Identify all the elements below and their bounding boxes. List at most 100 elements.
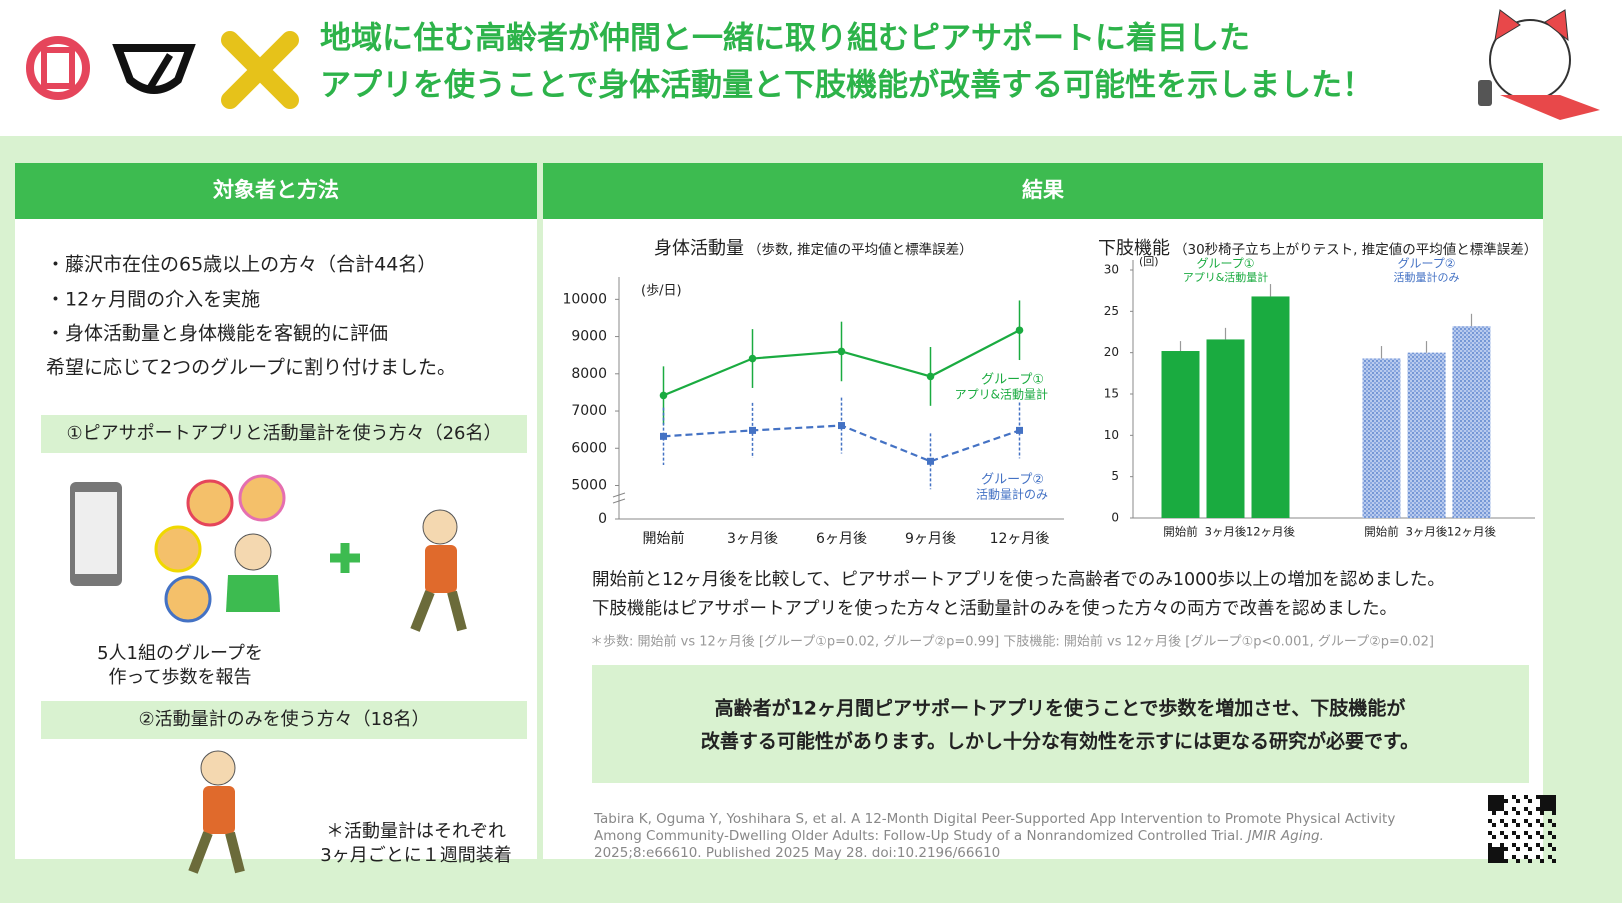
marker bbox=[1015, 326, 1024, 335]
qr-cell bbox=[1512, 819, 1516, 823]
qr-cell bbox=[1528, 799, 1532, 803]
methods-heading: 対象者と方法 bbox=[213, 178, 339, 202]
qr-cell bbox=[1500, 859, 1504, 863]
qr-cell bbox=[1488, 799, 1492, 803]
qr-cell bbox=[1492, 799, 1496, 803]
qr-cell bbox=[1516, 811, 1520, 815]
qr-cell bbox=[1492, 807, 1496, 811]
qr-cell bbox=[1536, 831, 1540, 835]
qr-cell bbox=[1536, 855, 1540, 859]
y-tick-label: 10 bbox=[1104, 428, 1119, 442]
qr-cell bbox=[1496, 855, 1500, 859]
qr-cell bbox=[1524, 855, 1528, 859]
group1-note: 5人1組のグループを bbox=[97, 643, 263, 664]
y-tick-label: 7000 bbox=[571, 403, 607, 419]
qr-cell bbox=[1504, 835, 1508, 839]
marker bbox=[1016, 426, 1023, 434]
conclusion-box bbox=[592, 665, 1529, 783]
group1-label: ①ピアサポートアプリと活動量計を使う方々（26名） bbox=[66, 423, 501, 444]
qr-cell bbox=[1504, 823, 1508, 827]
qr-cell bbox=[1524, 795, 1528, 799]
qr-cell bbox=[1544, 795, 1548, 799]
qr-cell bbox=[1488, 843, 1492, 847]
marker bbox=[838, 422, 845, 430]
results-heading-bar bbox=[543, 163, 1543, 219]
y-axis-label: (回) bbox=[1139, 255, 1159, 268]
qr-cell bbox=[1536, 807, 1540, 811]
qr-cell bbox=[1524, 843, 1528, 847]
qr-cell bbox=[1540, 803, 1544, 807]
mascot bbox=[1478, 9, 1600, 120]
qr-cell bbox=[1552, 835, 1556, 839]
legend-name: グループ② bbox=[1397, 257, 1455, 271]
qr-cell bbox=[1500, 795, 1504, 799]
x-tick-label: 12ヶ月後 bbox=[990, 531, 1050, 547]
qr-cell bbox=[1496, 851, 1500, 855]
bullet: ・身体活動量と身体機能を客観的に評価 bbox=[46, 323, 388, 345]
marker bbox=[660, 432, 667, 440]
footnote: ＊歩数: 開始前 vs 12ヶ月後 [グループ①p=0.02, グループ②p=0… bbox=[590, 634, 1434, 650]
assignment: 希望に応じて2つのグループに割り付けました。 bbox=[46, 357, 456, 379]
qr-cell bbox=[1516, 799, 1520, 803]
qr-cell bbox=[1516, 835, 1520, 839]
qr-cell bbox=[1552, 847, 1556, 851]
qr-cell bbox=[1552, 803, 1556, 807]
y-tick-label: 5 bbox=[1111, 469, 1119, 483]
qr-cell bbox=[1500, 831, 1504, 835]
y-tick-label: 9000 bbox=[571, 329, 607, 345]
qr-cell bbox=[1512, 855, 1516, 859]
y-tick-label: 0 bbox=[1111, 511, 1119, 525]
qr-cell bbox=[1492, 855, 1496, 859]
chart-title: 身体活動量 bbox=[654, 238, 744, 259]
qr-cell bbox=[1548, 799, 1552, 803]
x-tick-label: 開始前 bbox=[1364, 525, 1399, 539]
conclusion: 改善する可能性があります。しかし十分な有効性を示すには更なる研究が必要です。 bbox=[701, 730, 1419, 753]
group2-note: 3ヶ月ごとに１週間装着 bbox=[320, 845, 511, 866]
qr-cell bbox=[1540, 847, 1544, 851]
y-tick-label: 6000 bbox=[571, 440, 607, 456]
marker bbox=[749, 426, 756, 434]
qr-cell bbox=[1540, 795, 1544, 799]
qr-cell bbox=[1500, 803, 1504, 807]
qr-cell bbox=[1544, 803, 1548, 807]
charts: 身体活動量 （歩数, 推定値の平均値と標準誤差） (歩/日) 0 5000 6000 700… bbox=[562, 238, 1537, 547]
qr-cell bbox=[1540, 859, 1544, 863]
bar bbox=[1407, 352, 1446, 518]
legend-name: グループ① bbox=[981, 373, 1044, 388]
marker bbox=[837, 347, 846, 356]
citation-journal: JMIR Aging. bbox=[1245, 828, 1324, 844]
qr-cell bbox=[1500, 799, 1504, 803]
qr-cell bbox=[1536, 795, 1540, 799]
qr-cell bbox=[1516, 859, 1520, 863]
qr-cell bbox=[1504, 847, 1508, 851]
group2-note: ＊活動量計はそれぞれ bbox=[326, 821, 506, 842]
qr-cell bbox=[1492, 811, 1496, 815]
title-line: アプリを使うことで身体活動量と下肢機能が改善する可能性を示しました！ bbox=[320, 68, 1373, 104]
axis-break bbox=[612, 492, 626, 504]
finding: 下肢機能はピアサポートアプリを使った方々と活動量計のみを使った方々の両方で改善を… bbox=[592, 598, 1397, 619]
citation: Tabira K, Oguma Y, Yoshihara S, et al. A… bbox=[593, 811, 1395, 827]
qr-cell bbox=[1552, 807, 1556, 811]
qr-cell bbox=[1536, 843, 1540, 847]
citation: Among Community-Dwelling Older Adults: F… bbox=[594, 828, 1324, 844]
x-tick-label: 12ヶ月後 bbox=[1447, 525, 1497, 539]
bullet: ・12ヶ月間の介入を実施 bbox=[46, 289, 260, 311]
qr-cell bbox=[1548, 795, 1552, 799]
title-line: 地域に住む高齢者が仲間と一緒に取り組むピアサポートに着目した bbox=[320, 21, 1250, 57]
qr-cell bbox=[1496, 847, 1500, 851]
marker bbox=[748, 354, 757, 363]
bar bbox=[1251, 296, 1290, 518]
qr-cell bbox=[1512, 795, 1516, 799]
qr-cell bbox=[1516, 823, 1520, 827]
qr-cell bbox=[1524, 819, 1528, 823]
x-tick-label: 12ヶ月後 bbox=[1246, 525, 1296, 539]
bullet: ・藤沢市在住の65歳以上の方々（合計44名） bbox=[46, 254, 436, 276]
chart-subtitle: （歩数, 推定値の平均値と標準誤差） bbox=[748, 242, 973, 258]
qr-cell bbox=[1548, 803, 1552, 807]
qr-cell bbox=[1528, 859, 1532, 863]
qr-cell bbox=[1540, 823, 1544, 827]
qr-cell bbox=[1552, 823, 1556, 827]
logos bbox=[26, 31, 299, 109]
qr-cell bbox=[1500, 807, 1504, 811]
qr-cell bbox=[1492, 835, 1496, 839]
